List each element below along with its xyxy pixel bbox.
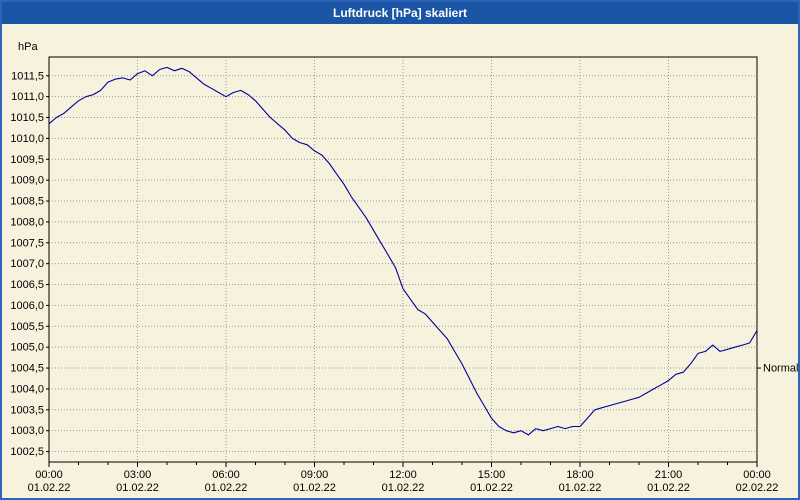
y-tick-label: 1006,0 <box>10 300 44 312</box>
x-tick-date-label: 02.02.22 <box>736 482 779 494</box>
y-tick-label: 1009,5 <box>10 154 44 166</box>
y-tick-label: 1003,5 <box>10 404 44 416</box>
normal-marker-label: Normal <box>763 363 798 375</box>
x-tick-date-label: 01.02.22 <box>116 482 159 494</box>
x-tick-date-label: 01.02.22 <box>293 482 336 494</box>
y-tick-label: 1006,5 <box>10 279 44 291</box>
y-tick-label: 1010,5 <box>10 112 44 124</box>
x-tick-time-label: 12:00 <box>389 469 417 481</box>
x-tick-time-label: 06:00 <box>212 469 240 481</box>
chart-area: 1011,5 1011,0 1010,5 1010,0 1009,5 1009,0 1008… <box>2 24 798 498</box>
y-tick-label: 1004,0 <box>10 383 44 395</box>
x-tick-time-label: 00:00 <box>35 469 63 481</box>
window-title-bar: Luftdruck [hPa] skaliert <box>2 2 798 24</box>
x-tick-date-label: 01.02.22 <box>28 482 71 494</box>
x-tick-date-label: 01.02.22 <box>647 482 690 494</box>
y-tick-label: 1010,0 <box>10 133 44 145</box>
y-tick-label: 1011,0 <box>11 91 44 103</box>
y-tick-label: 1003,0 <box>10 425 44 437</box>
x-tick-time-label: 09:00 <box>301 469 329 481</box>
y-tick-label: 1009,0 <box>10 175 44 187</box>
pressure-line <box>48 66 758 436</box>
chart-svg: 1011,5 1011,0 1010,5 1010,0 1009,5 1009,0 1008… <box>10 41 798 494</box>
y-tick-label: 1011,5 <box>11 70 44 82</box>
y-axis-unit-label: hPa <box>18 41 38 53</box>
window-title: Luftdruck [hPa] skaliert <box>332 6 468 20</box>
x-tick-time-label: 00:00 <box>743 469 771 481</box>
x-tick-date-label: 01.02.22 <box>559 482 602 494</box>
y-tick-label: 1008,0 <box>10 216 44 228</box>
y-tick-label: 1002,5 <box>10 446 44 458</box>
y-tick-label: 1008,5 <box>10 196 44 208</box>
y-tick-label: 1004,5 <box>10 363 44 375</box>
x-tick-time-label: 18:00 <box>566 469 594 481</box>
x-tick-date-label: 01.02.22 <box>205 482 248 494</box>
y-tick-label: 1005,0 <box>10 342 44 354</box>
x-tick-date-label: 01.02.22 <box>382 482 425 494</box>
x-tick-time-label: 03:00 <box>124 469 152 481</box>
plot-border <box>48 56 758 463</box>
x-tick-date-label: 01.02.22 <box>470 482 513 494</box>
x-tick-time-label: 21:00 <box>655 469 683 481</box>
x-tick-time-label: 15:00 <box>478 469 506 481</box>
y-tick-label: 1007,0 <box>10 258 44 270</box>
y-tick-label: 1007,5 <box>10 237 44 249</box>
y-tick-label: 1005,5 <box>10 321 44 333</box>
